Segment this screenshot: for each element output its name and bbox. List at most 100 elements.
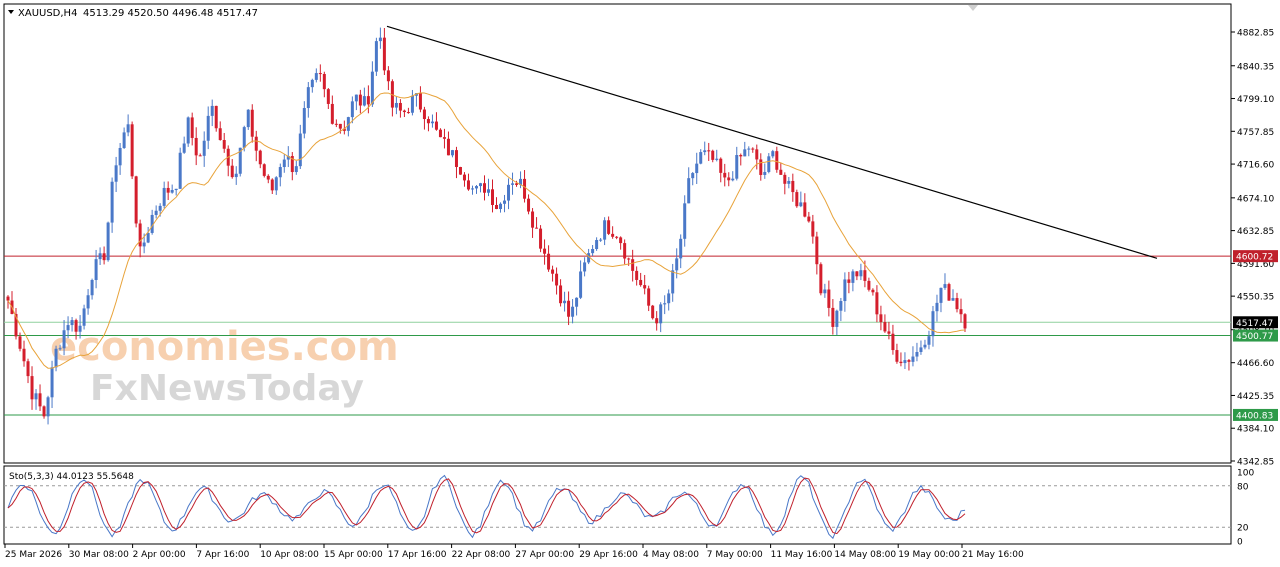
candle-body	[635, 270, 639, 280]
candle-body	[887, 331, 891, 334]
candle-body	[947, 284, 951, 301]
candle-body	[531, 211, 535, 228]
candle-body	[190, 117, 194, 138]
candle-body	[591, 248, 595, 254]
candle-body	[378, 37, 382, 42]
candle-body	[210, 105, 214, 116]
candle-body	[402, 110, 406, 113]
candle-body	[306, 87, 310, 109]
candle-body	[943, 284, 947, 288]
stochastic-panel[interactable]	[3, 465, 1232, 545]
candle-body	[450, 150, 454, 156]
candle-body	[166, 187, 170, 193]
candle-body	[883, 322, 887, 332]
watermark-fxnewstoday: FxNewsToday	[90, 368, 364, 409]
price-tick-label: 4716.60	[1237, 161, 1274, 171]
moving-average-line[interactable]	[7, 92, 966, 369]
candle-body	[30, 376, 34, 400]
candle-body	[218, 128, 222, 141]
stochastic-main-line	[7, 474, 966, 540]
candle-body	[194, 137, 198, 156]
candle-body	[891, 333, 895, 351]
candle-body	[915, 352, 919, 357]
candle-body	[599, 239, 603, 241]
candle-body	[74, 320, 78, 332]
candle-body	[567, 300, 571, 317]
candle-body	[895, 350, 899, 362]
candle-body	[875, 292, 879, 315]
level-price-label: 4400.83	[1236, 411, 1273, 421]
price-tick-label: 4342.85	[1237, 458, 1274, 468]
candle-body	[871, 289, 875, 293]
watermark-economies: economies.com	[50, 324, 399, 370]
candle-body	[118, 147, 122, 166]
level-price-label: 4600.72	[1236, 253, 1273, 263]
candle-body	[799, 202, 803, 207]
candle-body	[34, 393, 38, 400]
candle-body	[86, 295, 90, 309]
candle-body	[923, 344, 927, 348]
candle-body	[474, 186, 478, 189]
candle-body	[254, 136, 258, 151]
symbol-menu-icon[interactable]	[8, 10, 14, 14]
candle-body	[787, 180, 791, 184]
level-price-tag	[1233, 250, 1278, 263]
candle-body	[815, 236, 819, 265]
candle-body	[322, 73, 326, 90]
candle-body	[951, 298, 955, 301]
candle-body	[482, 183, 486, 193]
candle-body	[811, 221, 815, 237]
candle-body	[342, 128, 346, 131]
candle-body	[919, 347, 923, 353]
price-tick-label: 4840.35	[1237, 62, 1274, 72]
candle-body	[326, 89, 330, 104]
candle-body	[314, 73, 318, 80]
candle-body	[202, 140, 206, 156]
candle-body	[727, 177, 731, 181]
stochastic-level-label: 80	[1237, 482, 1249, 492]
candle-body	[939, 287, 943, 303]
candle-body	[695, 163, 699, 174]
candle-body	[903, 360, 907, 364]
candle-body	[426, 119, 430, 124]
time-tick-label: 30 Mar 08:00	[69, 550, 129, 560]
candle-body	[839, 301, 843, 311]
price-tick-label: 4882.85	[1237, 29, 1274, 39]
candle-body	[583, 262, 587, 272]
price-tick-label: 4384.10	[1237, 425, 1274, 435]
candle-body	[819, 264, 823, 294]
price-tick-label: 4550.35	[1237, 293, 1274, 303]
candle-body	[931, 311, 935, 337]
candle-body	[422, 109, 426, 120]
level-price-tag	[1233, 316, 1278, 329]
candle-body	[511, 183, 515, 185]
descending-trendline[interactable]	[386, 25, 1158, 259]
level-price-label: 4500.77	[1236, 332, 1273, 342]
candle-body	[446, 138, 450, 156]
candle-body	[755, 149, 759, 160]
candle-body	[22, 348, 26, 362]
candle-body	[182, 143, 186, 153]
candle-body	[62, 330, 66, 349]
candle-body	[747, 148, 751, 150]
time-tick-label: 21 May 16:00	[962, 550, 1024, 560]
chart-shift-marker-icon[interactable]	[968, 5, 978, 11]
candle-body	[731, 178, 735, 181]
candle-body	[543, 248, 547, 254]
candle-body	[779, 169, 783, 175]
candle-body	[847, 279, 851, 283]
candle-body	[535, 227, 539, 229]
candle-body	[262, 164, 266, 176]
candle-body	[559, 285, 563, 304]
candle-body	[563, 300, 567, 304]
candle-body	[138, 223, 142, 247]
candle-body	[282, 159, 286, 168]
candle-body	[735, 155, 739, 179]
candle-body	[647, 288, 651, 306]
candle-body	[398, 102, 402, 111]
stochastic-level-label: 0	[1237, 538, 1243, 548]
price-panel[interactable]	[3, 3, 1232, 464]
candle-body	[246, 109, 250, 128]
candle-body	[290, 156, 294, 173]
